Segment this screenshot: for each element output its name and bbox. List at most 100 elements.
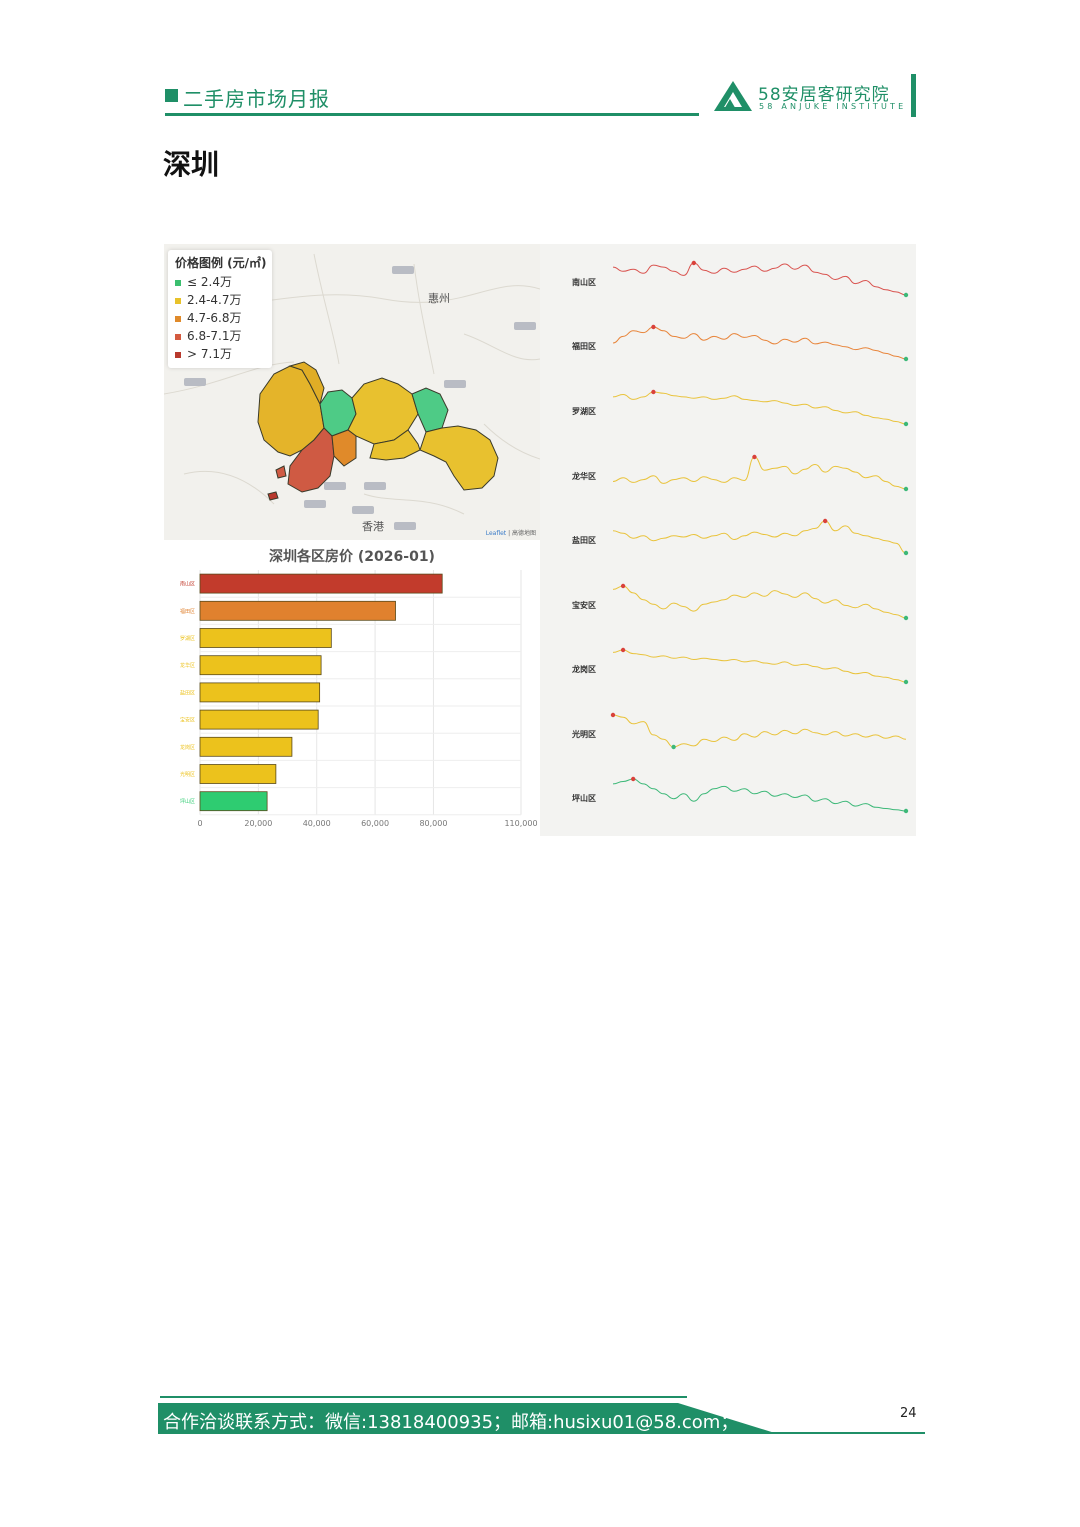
sparkline-min-marker [903, 679, 909, 685]
legend-swatch [175, 315, 181, 322]
map-canvas [164, 253, 540, 530]
sparkline-max-marker [610, 712, 616, 718]
map-label-hongkong: 香港 [362, 520, 384, 533]
bar-category-label: 罗湖区 [180, 635, 195, 642]
city-figure: 惠州 香港 价格图例 (元/㎡) ≤ 2.4万 2.4-4.7万 4.7-6.8… [164, 244, 916, 836]
district-trend-sparklines: 南山区 福田区 罗湖区 龙华区 盐田区 宝安区 龙岗区 光明区 坪山区 [540, 244, 916, 836]
legend-swatch [175, 279, 181, 286]
map-attribution[interactable]: Leaflet | 高德地图 [485, 530, 536, 537]
bar-龙华区 [199, 655, 322, 676]
footer-band [158, 1403, 778, 1434]
sparkline-盐田区 [612, 520, 907, 554]
bar-盐田区 [199, 682, 321, 703]
map-district-futian [331, 429, 357, 467]
sparkline-max-marker [651, 389, 656, 395]
sparkline-max-marker [620, 583, 626, 589]
bar-chart-title: 深圳各区房价 (2026-01) [269, 549, 435, 565]
sparkline-max-marker [620, 647, 626, 653]
legend-swatch [175, 333, 181, 340]
sparkline-min-marker [903, 292, 909, 298]
sparkline-label: 光明区 [571, 729, 596, 739]
sparkline-max-marker [752, 454, 757, 460]
map-district-dapeng [419, 425, 499, 491]
map-district-yantian [369, 429, 421, 461]
report-title: 二手房市场月报 [183, 87, 330, 111]
footer-contact: 合作洽谈联系方式：微信:13818400935；邮箱:husixu01@58.c… [163, 1412, 739, 1433]
bar-x-tick-label: 80,000 [419, 819, 447, 828]
sparkline-label: 南山区 [572, 277, 596, 287]
footer-top-line [160, 1396, 687, 1398]
map-legend: 价格图例 (元/㎡) ≤ 2.4万 2.4-4.7万 4.7-6.8万 6.8-… [168, 250, 272, 368]
bar-category-label: 盐田区 [180, 689, 195, 696]
sparkline-label: 盐田区 [572, 535, 596, 545]
legend-swatch [175, 351, 181, 358]
header-divider [165, 113, 699, 116]
header-right-bar [911, 74, 916, 117]
map-label-huizhou: 惠州 [428, 292, 450, 305]
sparkline-min-marker [903, 486, 909, 492]
district-price-bar-chart: 0 20,000 40,000 60,000 80,000 110,000 南山区福田区罗湖… [164, 540, 540, 836]
bar-坪山区 [199, 791, 268, 812]
map-island-1 [275, 465, 287, 479]
legend-item: ≤ 2.4万 [175, 274, 232, 290]
bar-category-label: 宝安区 [180, 717, 195, 724]
sparkline-福田区 [612, 326, 907, 360]
sparkline-label: 龙华区 [571, 471, 596, 481]
bar-x-tick-label: 110,000 [504, 819, 537, 828]
bar-光明区 [199, 764, 277, 784]
page-number: 24 [900, 1406, 917, 1421]
sparkline-min-marker [903, 615, 909, 621]
bar-category-label: 福田区 [180, 608, 195, 615]
footer-base-line [158, 1432, 925, 1434]
leaflet-link[interactable]: Leaflet [485, 530, 507, 537]
bar-category-label: 龙岗区 [180, 744, 195, 751]
map-island-2 [267, 491, 279, 501]
bar-category-label: 南山区 [180, 581, 195, 588]
map-district-guangming [288, 361, 325, 406]
sparkline-max-marker [691, 260, 697, 266]
legend-item: 6.8-7.1万 [175, 328, 242, 344]
bar-福田区 [199, 600, 396, 621]
bar-x-tick-label: 0 [197, 819, 202, 828]
sparkline-min-marker [903, 421, 909, 427]
bar-category-label: 光明区 [180, 771, 195, 778]
sparkline-max-marker [651, 324, 656, 330]
bar-南山区 [199, 573, 443, 594]
logo-name-en: 58 ANJUKE INSTITUTE [759, 102, 907, 111]
sparkline-label: 宝安区 [572, 600, 596, 610]
legend-item: 4.7-6.8万 [175, 310, 242, 326]
sparkline-宝安区 [612, 585, 907, 619]
city-title: 深圳 [163, 148, 220, 181]
bar-龙岗区 [199, 736, 293, 757]
sparkline-max-marker [822, 518, 828, 524]
bar-x-tick-label: 60,000 [361, 819, 389, 828]
district-map[interactable]: 惠州 香港 价格图例 (元/㎡) ≤ 2.4万 2.4-4.7万 4.7-6.8… [164, 244, 540, 540]
bar-宝安区 [199, 709, 319, 730]
sparkline-龙岗区 [612, 649, 907, 683]
logo-name-cn: 58安居客研究院 [758, 85, 890, 105]
sparkline-min-marker [903, 550, 909, 556]
sparkline-坪山区 [612, 778, 907, 812]
sparkline-龙华区 [612, 456, 907, 490]
sparkline-min-marker [903, 808, 909, 814]
bar-罗湖区 [199, 628, 332, 648]
legend-item: 2.4-4.7万 [175, 292, 242, 308]
sparkline-罗湖区 [612, 391, 907, 425]
sparkline-label: 罗湖区 [572, 406, 596, 416]
sparkline-光明区 [612, 714, 907, 748]
sparkline-南山区 [612, 262, 907, 296]
map-district-pingshan [411, 387, 449, 433]
sparkline-min-marker [903, 356, 909, 362]
bar-chart-canvas: 0 20,000 40,000 60,000 80,000 110,000 南山区福田区罗湖… [180, 570, 538, 828]
bar-category-label: 龙华区 [180, 662, 195, 669]
header-square-icon [165, 89, 178, 102]
logo-icon [714, 81, 752, 111]
map-district-nanshan [287, 427, 335, 493]
bar-category-label: 坪山区 [180, 798, 195, 805]
bar-x-tick-label: 20,000 [244, 819, 272, 828]
sparkline-label: 福田区 [571, 341, 596, 351]
bar-x-tick-label: 40,000 [303, 819, 331, 828]
sparkline-label: 坪山区 [572, 793, 596, 803]
legend-item: > 7.1万 [175, 346, 232, 362]
